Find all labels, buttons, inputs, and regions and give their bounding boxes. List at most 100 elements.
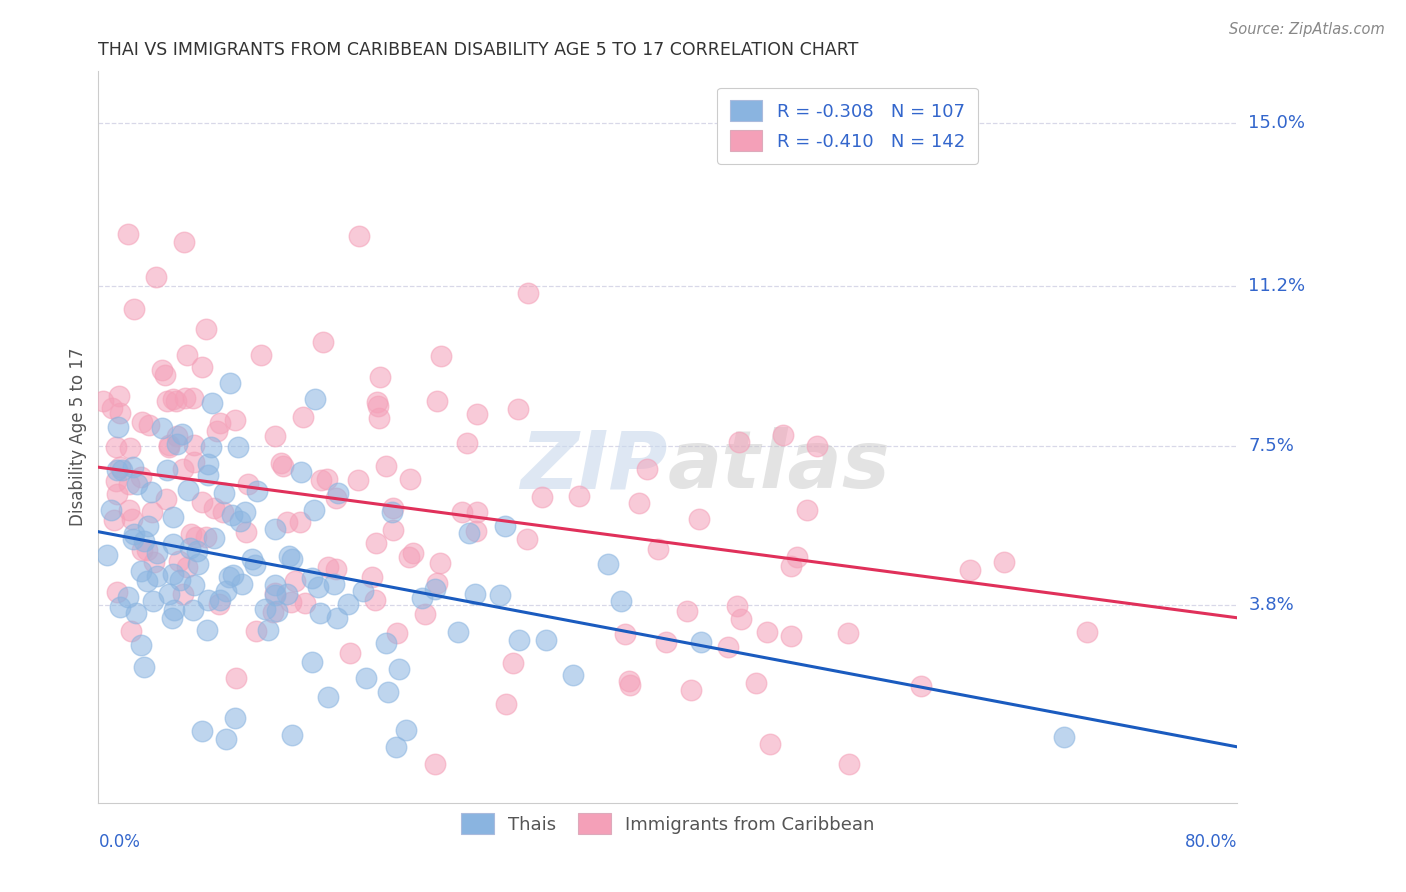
Point xyxy=(326,485,349,500)
Point xyxy=(465,407,488,421)
Point xyxy=(382,501,405,516)
Point xyxy=(107,585,129,599)
Point xyxy=(176,348,198,362)
Point xyxy=(647,542,669,557)
Point xyxy=(186,544,208,558)
Point xyxy=(235,524,257,539)
Point xyxy=(837,626,859,640)
Point xyxy=(179,541,201,555)
Point xyxy=(146,569,169,583)
Point xyxy=(225,672,247,686)
Point xyxy=(176,560,198,574)
Point xyxy=(516,532,538,546)
Point xyxy=(429,556,451,570)
Point xyxy=(136,574,159,588)
Point xyxy=(375,459,398,474)
Point xyxy=(465,505,488,519)
Point xyxy=(117,227,139,242)
Point xyxy=(231,577,253,591)
Point xyxy=(181,391,204,405)
Point xyxy=(307,580,329,594)
Point xyxy=(288,515,311,529)
Point xyxy=(516,286,538,301)
Text: atlas: atlas xyxy=(668,427,890,506)
Point xyxy=(131,543,153,558)
Point xyxy=(166,394,188,409)
Point xyxy=(208,598,231,612)
Point xyxy=(142,594,165,608)
Point xyxy=(197,468,219,483)
Point xyxy=(197,458,219,472)
Point xyxy=(271,458,294,473)
Point xyxy=(209,416,232,430)
Point xyxy=(780,559,803,574)
Point xyxy=(107,419,129,434)
Point xyxy=(132,660,155,674)
Point xyxy=(167,554,190,568)
Point xyxy=(627,496,650,510)
Point xyxy=(101,401,124,416)
Point xyxy=(108,406,131,420)
Point xyxy=(215,584,238,599)
Point xyxy=(325,562,347,576)
Point xyxy=(107,389,129,403)
Point xyxy=(219,376,242,390)
Point xyxy=(464,587,486,601)
Point xyxy=(228,440,250,454)
Point xyxy=(91,394,114,409)
Point xyxy=(110,459,132,474)
Point xyxy=(166,429,188,443)
Point xyxy=(316,472,339,486)
Point xyxy=(129,565,152,579)
Point xyxy=(910,679,932,693)
Point xyxy=(172,427,194,442)
Point xyxy=(211,505,233,519)
Point xyxy=(135,543,157,558)
Point xyxy=(118,502,141,516)
Point xyxy=(122,459,145,474)
Point xyxy=(169,573,191,587)
Point xyxy=(131,415,153,429)
Point xyxy=(209,593,232,607)
Text: 80.0%: 80.0% xyxy=(1185,833,1237,851)
Point xyxy=(238,477,260,491)
Point xyxy=(1053,730,1076,744)
Point xyxy=(204,500,226,515)
Point xyxy=(366,395,388,409)
Point xyxy=(292,410,315,425)
Point xyxy=(375,635,398,649)
Point xyxy=(150,421,173,435)
Point xyxy=(145,270,167,285)
Point xyxy=(187,558,209,572)
Point xyxy=(186,530,208,544)
Point xyxy=(806,438,828,452)
Point xyxy=(302,503,325,517)
Point xyxy=(301,655,323,669)
Point xyxy=(654,635,676,649)
Point xyxy=(716,640,738,654)
Text: ZIP: ZIP xyxy=(520,427,668,506)
Point xyxy=(364,593,387,607)
Point xyxy=(129,638,152,652)
Point xyxy=(312,334,335,349)
Point xyxy=(153,368,176,383)
Point xyxy=(352,583,374,598)
Point xyxy=(146,546,169,560)
Point xyxy=(398,550,420,565)
Point xyxy=(387,625,409,640)
Point xyxy=(122,527,145,541)
Point xyxy=(125,477,148,491)
Point xyxy=(160,611,183,625)
Point xyxy=(105,474,128,488)
Point xyxy=(215,731,238,746)
Point xyxy=(290,466,312,480)
Point xyxy=(183,438,205,452)
Point xyxy=(725,599,748,613)
Point xyxy=(121,512,143,526)
Point xyxy=(266,604,288,618)
Point xyxy=(263,588,285,602)
Point xyxy=(367,399,389,413)
Point xyxy=(132,533,155,548)
Point xyxy=(120,441,142,455)
Point xyxy=(494,519,516,533)
